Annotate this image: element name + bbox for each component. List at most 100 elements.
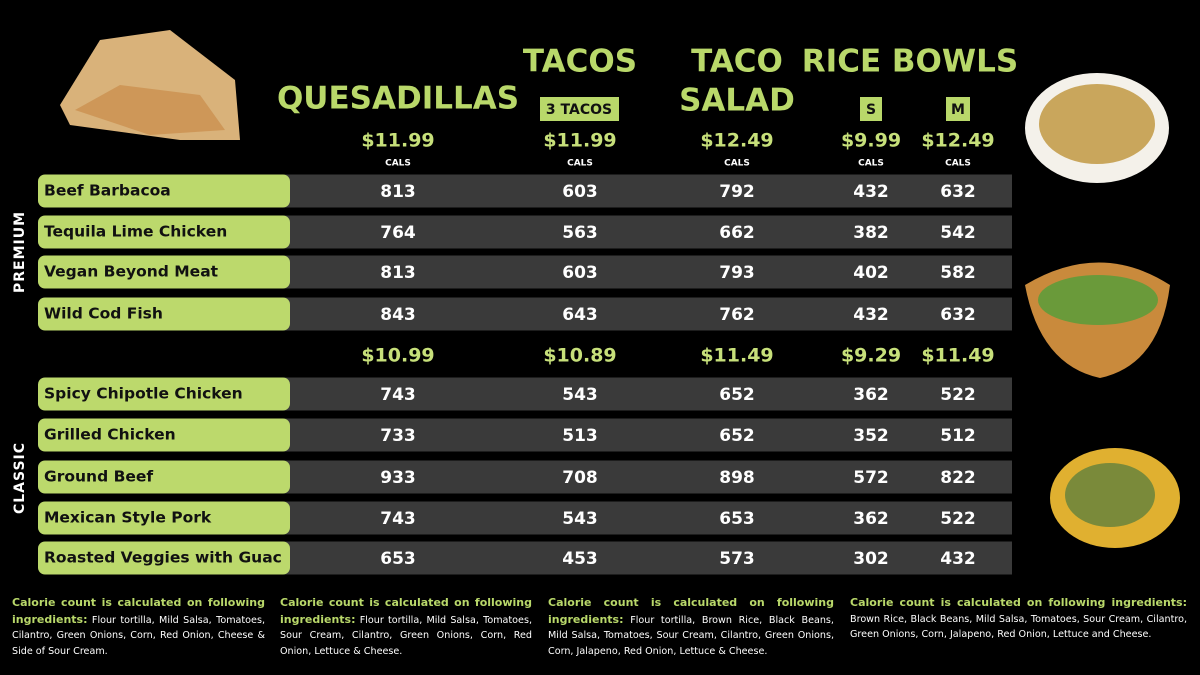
taco-salad-filling [1038,275,1158,325]
calories: 432 [940,549,976,569]
name-pill [38,215,290,249]
badge [860,97,882,121]
price: $10.99 [361,345,434,367]
calories: 764 [380,223,416,243]
price: $12.49 [921,130,994,152]
calories: 792 [719,182,755,202]
calories: 662 [719,223,755,243]
row-bar [280,297,1012,331]
calories: 522 [940,509,976,529]
footnote-lead: Calorie count is calculated on following… [850,596,1187,609]
calories: 743 [380,385,416,405]
footnote-text: Flour tortilla, Mild Salsa, Tomatoes, So… [280,614,532,657]
calories: 543 [562,509,598,529]
bowl-filling [1039,84,1155,164]
item-name: Spicy Chipotle Chicken [44,385,243,403]
footnote: Calorie count is calculated on following… [850,595,1187,643]
calories: 652 [719,385,755,405]
calories: 793 [719,263,755,283]
item-name: Ground Beef [44,468,153,486]
calories: 843 [380,305,416,325]
row-bar [280,418,1012,452]
calories: 733 [380,426,416,446]
row-bar [280,460,1012,494]
name-pill [38,255,290,289]
row-bar [280,501,1012,535]
footnote-text: Flour tortilla, Brown Rice, Black Beans,… [548,614,834,657]
footnote-lead: Calorie count is calculated on following… [548,596,834,626]
calories: 813 [380,182,416,202]
item-name: Grilled Chicken [44,426,176,444]
badge [946,97,970,121]
column-title: TACO [691,44,783,80]
calories: 653 [380,549,416,569]
badge-text: 3 TACOS [546,102,612,118]
footnote: Calorie count is calculated on following… [548,595,834,659]
calories: 603 [562,182,598,202]
calories: 382 [853,223,889,243]
name-pill [38,418,290,452]
tacos-filling [1065,463,1155,527]
name-pill [38,501,290,535]
footnote: Calorie count is calculated on following… [280,595,532,659]
name-pill [38,377,290,411]
calories: 603 [562,263,598,283]
calories: 708 [562,468,598,488]
calories: 582 [940,263,976,283]
calories: 543 [562,385,598,405]
calories: 653 [719,509,755,529]
price: $11.49 [700,345,773,367]
footnote-lead: Calorie count is calculated on following… [12,596,265,626]
calories: 813 [380,263,416,283]
row-bar [280,255,1012,289]
column-title: QUESADILLAS [277,81,519,117]
row-bar [280,377,1012,411]
price: $11.49 [921,345,994,367]
cals-label: CALS [724,159,750,169]
item-name: Roasted Veggies with Guac [44,549,282,567]
calories: 898 [719,468,755,488]
section-label: PREMIUM [12,211,28,293]
name-pill [38,174,290,208]
calories: 933 [380,468,416,488]
calories: 352 [853,426,889,446]
calories: 362 [853,509,889,529]
name-pill [38,541,290,575]
column-title: TACOS [523,44,637,80]
calories: 743 [380,509,416,529]
price: $11.99 [361,130,434,152]
calories: 512 [940,426,976,446]
calories: 402 [853,263,889,283]
row-bar [280,174,1012,208]
calories: 362 [853,385,889,405]
calories: 513 [562,426,598,446]
badge [540,97,619,121]
calories: 573 [719,549,755,569]
footnote-lead: Calorie count is calculated on following… [280,596,532,626]
calories: 522 [940,385,976,405]
footnote: Calorie count is calculated on following… [12,595,265,659]
column-title: RICE BOWLS [802,44,1018,80]
row-bar [280,215,1012,249]
calories: 453 [562,549,598,569]
calories: 643 [562,305,598,325]
price: $9.99 [841,130,901,152]
badge-text: S [866,102,876,118]
calories: 542 [940,223,976,243]
price: $10.89 [543,345,616,367]
calories: 432 [853,182,889,202]
item-name: Beef Barbacoa [44,182,171,200]
cals-label: CALS [945,159,971,169]
price: $12.49 [700,130,773,152]
calories: 572 [853,468,889,488]
calories: 563 [562,223,598,243]
item-name: Mexican Style Pork [44,509,212,527]
calories: 762 [719,305,755,325]
footnote-text: Brown Rice, Black Beans, Mild Salsa, Tom… [850,613,1187,641]
row-bar [280,541,1012,575]
cals-label: CALS [858,159,884,169]
item-name: Wild Cod Fish [44,305,163,323]
calories: 432 [853,305,889,325]
